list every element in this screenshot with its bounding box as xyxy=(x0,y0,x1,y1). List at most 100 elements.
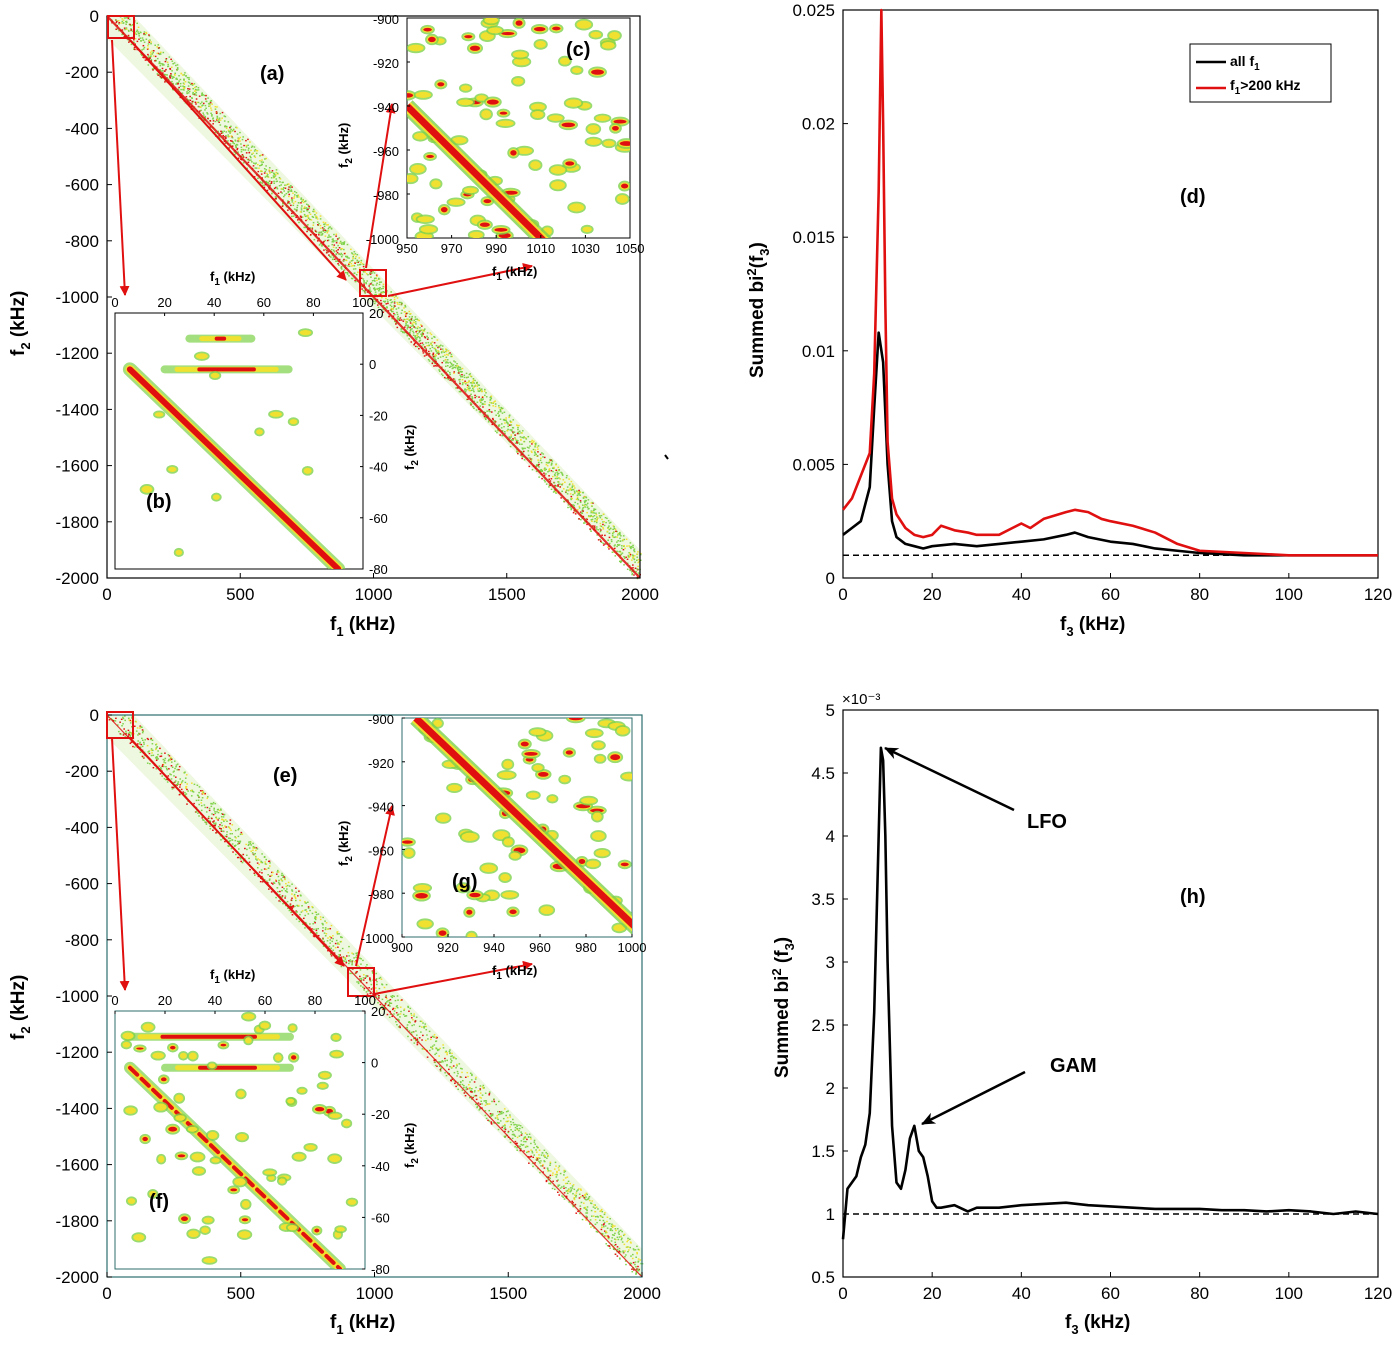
band-speck xyxy=(198,796,201,798)
band-speck xyxy=(304,909,306,911)
band-speck xyxy=(169,68,172,70)
band-speck xyxy=(366,993,369,995)
band-speck xyxy=(472,379,475,381)
band-speck xyxy=(425,1025,427,1028)
band-speck xyxy=(189,99,192,102)
band-speck xyxy=(504,1128,507,1131)
band-speck xyxy=(271,170,274,172)
band-speck xyxy=(336,931,339,933)
band-speck xyxy=(594,508,597,511)
band-speck xyxy=(542,456,544,458)
band-speck xyxy=(470,1091,472,1093)
band-speck xyxy=(396,1024,398,1026)
band-speck xyxy=(353,265,356,267)
band-speck xyxy=(469,373,472,375)
band-speck xyxy=(637,561,639,564)
band-speck xyxy=(260,154,263,156)
band-speck xyxy=(419,337,421,339)
band-speck xyxy=(521,436,523,439)
band-speck xyxy=(362,959,364,962)
band-speck xyxy=(176,763,179,765)
band-speck xyxy=(626,1246,629,1248)
band-speck xyxy=(464,391,467,393)
band-speck xyxy=(635,559,638,562)
band-speck xyxy=(410,341,413,343)
band-speck xyxy=(441,345,444,347)
band-speck xyxy=(183,87,186,89)
band-speck xyxy=(499,409,502,412)
band-speck xyxy=(335,242,338,244)
zoom-blob-core xyxy=(469,45,481,51)
band-speck xyxy=(369,978,371,980)
band-speck xyxy=(530,458,533,460)
band-speck xyxy=(154,60,156,62)
band-speck xyxy=(238,828,240,830)
band-speck xyxy=(218,121,220,123)
band-speck xyxy=(260,161,263,163)
band-speck xyxy=(404,319,407,321)
band-speck xyxy=(359,969,362,971)
band-speck xyxy=(607,539,609,541)
band-speck xyxy=(313,921,316,923)
band-speck xyxy=(458,1063,461,1065)
band-speck xyxy=(321,922,324,925)
band-speck xyxy=(282,181,284,184)
band-speck xyxy=(500,427,503,429)
band-speck xyxy=(169,773,171,775)
band-speck xyxy=(317,934,320,937)
band-speck xyxy=(389,1002,391,1005)
band-speck xyxy=(187,81,190,83)
band-speck xyxy=(337,946,339,948)
band-speck xyxy=(209,126,212,128)
inset-blob-mid xyxy=(175,549,183,556)
band-speck xyxy=(170,66,173,68)
band-speck xyxy=(124,719,127,722)
band-speck xyxy=(499,410,502,413)
band-speck xyxy=(532,440,535,442)
band-speck xyxy=(292,202,295,204)
band-speck xyxy=(257,170,260,173)
band-speck xyxy=(275,880,278,882)
band-speck xyxy=(348,275,350,277)
band-speck xyxy=(552,470,554,473)
band-speck xyxy=(296,911,298,913)
band-speck xyxy=(305,208,308,211)
band-speck xyxy=(326,230,328,232)
zoom-box-c xyxy=(359,269,387,297)
band-speck xyxy=(578,518,580,520)
x-tick-label: 2000 xyxy=(621,585,659,604)
band-speck xyxy=(332,246,335,248)
band-speck xyxy=(596,518,598,520)
band-speck xyxy=(127,36,130,38)
inset-diag-core xyxy=(126,366,342,569)
band-speck xyxy=(564,1182,567,1185)
band-speck xyxy=(240,146,243,149)
band-speck xyxy=(277,891,279,893)
band-speck xyxy=(614,1225,616,1227)
band-speck xyxy=(212,117,215,119)
band-speck xyxy=(188,88,191,90)
band-speck xyxy=(509,1126,511,1128)
inset-diag-core xyxy=(128,1065,342,1269)
band-speck xyxy=(393,320,396,323)
band-speck xyxy=(633,1269,635,1271)
band-speck xyxy=(585,1219,587,1221)
band-speck xyxy=(322,916,324,919)
band-speck xyxy=(193,802,195,805)
band-speck xyxy=(198,803,201,806)
band-speck xyxy=(567,1180,570,1183)
band-speck xyxy=(265,157,268,160)
band-speck xyxy=(295,216,297,219)
band-speck xyxy=(351,972,353,975)
band-speck xyxy=(458,390,461,393)
band-speck xyxy=(592,525,594,527)
band-speck xyxy=(236,147,239,150)
band-speck xyxy=(323,940,326,943)
band-speck xyxy=(216,106,218,108)
band-speck xyxy=(421,334,423,336)
band-speck xyxy=(606,1244,609,1247)
band-speck xyxy=(235,146,238,149)
band-speck xyxy=(485,1117,488,1120)
band-speck xyxy=(176,69,178,71)
band-speck xyxy=(147,53,149,56)
